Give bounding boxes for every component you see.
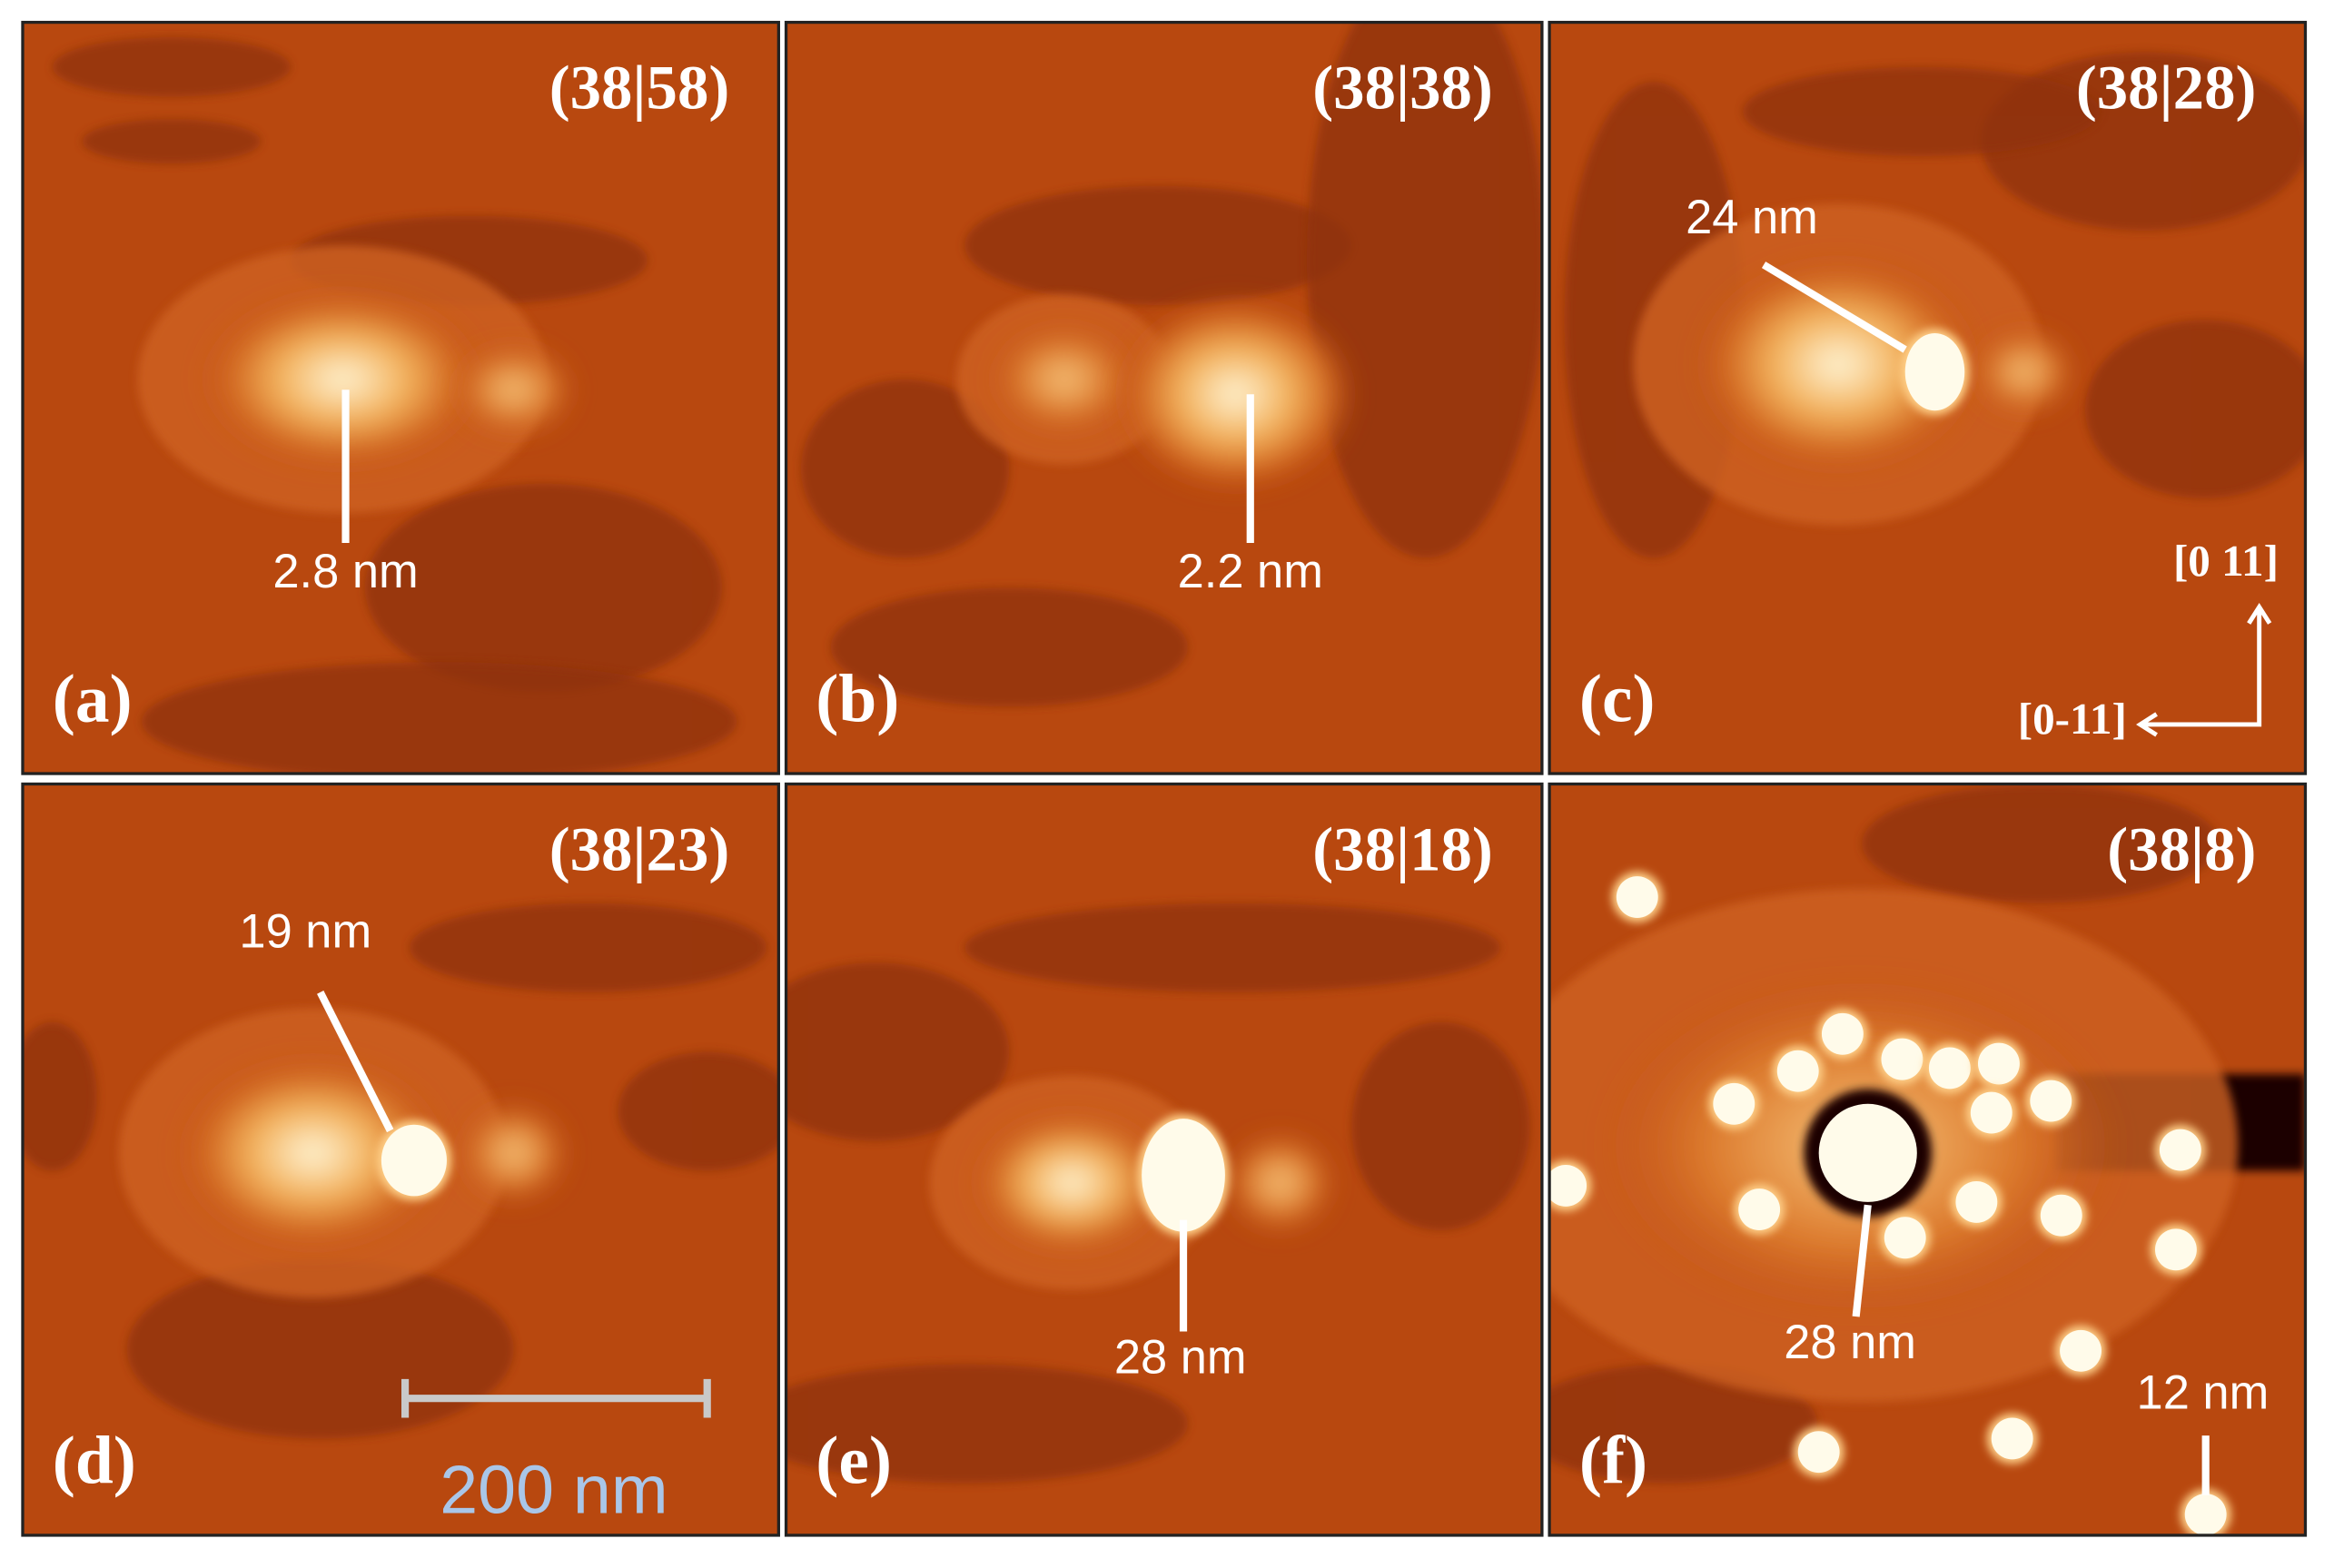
afm-panel: (38|38) (b) 2.2 nm [784,20,1544,775]
size-annotation: 2.8 nm [272,546,418,598]
panel-border [21,20,780,775]
cluster [1616,876,1658,918]
terrace [786,962,1010,1141]
terrace [830,587,1188,707]
panel-label: (c) [1579,662,1656,737]
direction-left: [0-11] [2018,694,2127,744]
cluster [2184,1494,2227,1535]
coverage-label: (38|58) [549,54,730,123]
cluster [1881,1038,1924,1080]
cluster [2154,1228,2197,1271]
terrace [1351,1021,1530,1231]
terrace [52,36,291,97]
bright-domain [1223,1130,1337,1235]
panel-border [1548,20,2308,775]
scale-bar [401,1378,711,1418]
direction-arrows [2136,602,2272,737]
bright-domain [457,1100,570,1206]
cluster [1904,333,1965,411]
panel-image [22,22,779,774]
cluster [1713,1082,1755,1125]
panel-image [1549,22,2306,774]
cluster [1797,1431,1840,1474]
bright-domain [973,1110,1171,1255]
terrace [1549,1364,1817,1484]
size-annotation: 19 nm [239,906,371,959]
coverage-label: (38|38) [1312,54,1493,123]
coverage-label: (38|28) [2076,54,2257,123]
terrace [800,379,1010,558]
cluster [1549,1164,1587,1207]
coverage-label: (38|18) [1312,815,1493,884]
cluster [1970,1091,2013,1134]
terrace [126,1259,514,1439]
bright-domain [1972,327,2077,417]
panel-label: (a) [53,662,133,737]
size-annotation: 2.2 nm [1178,546,1323,598]
terrace [2085,320,2306,498]
panel-image [786,784,1542,1535]
bright-domain [1696,257,1980,472]
terrace [409,902,767,992]
panel-label: (b) [816,662,899,737]
afm-panel: (38|23) (d) 19 nm 200 nm [21,782,780,1537]
cluster [1928,1047,1971,1090]
annotation-line [1761,261,1907,353]
panel-border [784,20,1544,775]
afm-panel: (38|28) (c) 24 nm [0 11] [0-11] [1548,20,2308,775]
panel-border [21,782,780,1537]
cluster [1142,1119,1225,1232]
panel-border [1548,782,2308,1537]
terrace [1743,66,2101,157]
terrace [786,1364,1188,1484]
terrace [1862,784,2220,903]
coverage-label: (38|23) [549,815,730,884]
annotation-line [317,991,394,1133]
cluster [1977,1042,2020,1085]
cluster [1955,1180,1998,1223]
panel-label: (d) [53,1424,136,1499]
panel-image [786,22,1542,774]
panel-border [784,782,1544,1537]
terrace [82,119,262,164]
cluster [2030,1080,2072,1122]
size-annotation: 24 nm [1686,192,1818,244]
bright-domain [450,341,577,438]
bright-domain [1116,297,1355,491]
panel-label: (e) [816,1424,892,1499]
cluster [1821,1012,1864,1055]
scale-bar-label: 200 nm [440,1451,668,1527]
bright-domain [201,290,484,469]
size-annotation: 12 nm [2137,1367,2270,1420]
bright-domain [990,322,1139,437]
cluster [2060,1329,2102,1372]
panel-label: (f) [1579,1424,1647,1499]
afm-panel: (38|18) (e) 28 nm [784,782,1544,1537]
cluster [381,1124,447,1197]
terrace [618,1051,779,1171]
panel-image [1549,784,2306,1535]
terrace [142,662,737,774]
afm-panel: (38|58) (a) 2.8 nm [21,20,780,775]
afm-panel: (38|8) (f) 28 nm 12 nm [1548,782,2308,1537]
cluster [2040,1194,2082,1237]
size-annotation: 28 nm [1114,1331,1247,1384]
cluster [1776,1050,1819,1092]
cluster [2159,1129,2201,1171]
terrace [22,1021,97,1171]
panel-image [22,784,779,1535]
terrace [964,185,1352,305]
cluster [1818,1103,1917,1202]
annotation-line [1852,1204,1872,1317]
cluster [1991,1417,2033,1460]
size-annotation: 28 nm [1784,1317,1916,1369]
direction-up: [0 11] [2173,536,2279,586]
terrace [364,483,723,692]
terrace [964,902,1501,992]
cluster [1884,1217,1926,1259]
terrace [1307,22,1542,558]
coverage-label: (38|8) [2107,815,2256,884]
cluster [1738,1188,1781,1231]
